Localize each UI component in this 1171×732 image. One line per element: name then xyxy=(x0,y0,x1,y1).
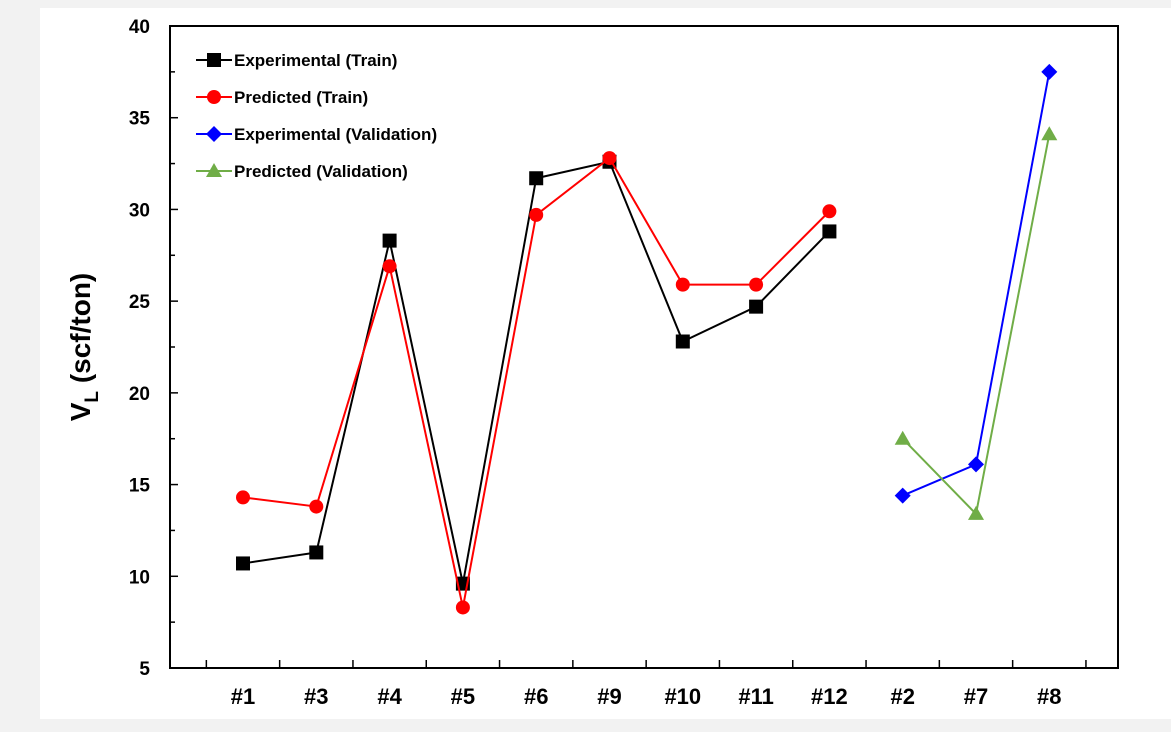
series-experimental-validation xyxy=(894,63,1058,504)
y-axis-title-main: V xyxy=(65,402,96,421)
legend-marker xyxy=(206,163,222,177)
data-point-predicted-train xyxy=(749,277,764,292)
x-axis: #1 #3 #4 #5 #6 #9 #10 #11 #12 #2 #7 #8 xyxy=(205,660,1087,709)
y-tick-label: 35 xyxy=(129,109,151,130)
legend-label: Predicted (Train) xyxy=(234,88,368,107)
y-tick-label: 10 xyxy=(129,567,150,588)
legend-marker xyxy=(207,53,221,67)
y-tick-label: 15 xyxy=(129,476,151,497)
data-point-experimental-train xyxy=(309,545,324,560)
legend-item-experimental-train: Experimental (Train) xyxy=(196,51,397,70)
legend-item-predicted-train: Predicted (Train) xyxy=(196,88,368,107)
y-tick-label: 30 xyxy=(129,200,150,221)
data-point-experimental-train xyxy=(529,171,544,186)
y-axis-title-unit: (scf/ton) xyxy=(65,273,96,391)
data-point-experimental-train xyxy=(749,299,764,314)
data-point-predicted-train xyxy=(529,207,544,222)
x-tick-label: #5 xyxy=(451,684,475,709)
legend-label: Experimental (Train) xyxy=(234,51,397,70)
series-predicted-train xyxy=(236,151,837,615)
data-point-predicted-train xyxy=(455,600,470,615)
legend: Experimental (Train) Predicted (Train) Exp… xyxy=(196,51,437,181)
data-point-experimental-validation xyxy=(1041,63,1058,80)
x-tick-label: #12 xyxy=(811,684,848,709)
data-point-predicted-train xyxy=(602,151,617,166)
data-point-predicted-train xyxy=(309,499,324,514)
y-axis-title-subscript: L xyxy=(82,391,103,403)
legend-marker xyxy=(206,126,222,142)
x-tick-label: #2 xyxy=(890,684,914,709)
series-layer xyxy=(236,63,1058,615)
x-tick-label: #3 xyxy=(304,684,328,709)
data-point-predicted-validation xyxy=(894,430,911,445)
y-axis-title: VL (scf/ton) xyxy=(65,273,103,422)
y-axis: 5 10 15 20 25 30 35 40 xyxy=(129,17,178,680)
y-tick-label: 25 xyxy=(129,292,151,313)
data-point-predicted-train xyxy=(382,259,397,274)
y-tick-label: 20 xyxy=(129,384,150,405)
data-point-experimental-train xyxy=(675,334,690,349)
x-tick-label: #9 xyxy=(597,684,621,709)
data-point-experimental-train xyxy=(822,224,837,239)
x-tick-label: #6 xyxy=(524,684,548,709)
data-point-experimental-train xyxy=(382,233,397,248)
x-tick-label: #4 xyxy=(377,684,402,709)
data-point-predicted-train xyxy=(236,490,250,505)
y-tick-label: 5 xyxy=(139,659,150,680)
data-point-predicted-train xyxy=(822,204,837,219)
legend-item-experimental-validation: Experimental (Validation) xyxy=(196,125,437,144)
x-tick-label: #7 xyxy=(964,684,988,709)
x-tick-label: #10 xyxy=(664,684,701,709)
data-point-experimental-validation xyxy=(968,456,984,473)
x-tick-label: #8 xyxy=(1037,684,1061,709)
series-predicted-validation xyxy=(894,126,1058,520)
data-point-experimental-validation xyxy=(894,487,911,504)
y-tick-label: 40 xyxy=(129,17,150,38)
x-tick-label: #11 xyxy=(738,684,774,709)
legend-marker xyxy=(207,90,221,104)
data-point-predicted-train xyxy=(675,277,690,292)
chart-area xyxy=(40,8,1171,719)
legend-label: Experimental (Validation) xyxy=(234,125,437,144)
data-point-predicted-validation xyxy=(1041,126,1058,141)
x-tick-label: #1 xyxy=(231,684,255,709)
data-point-experimental-train xyxy=(236,556,250,571)
legend-label: Predicted (Validation) xyxy=(234,162,408,181)
data-point-predicted-validation xyxy=(968,505,984,520)
legend-item-predicted-validation: Predicted (Validation) xyxy=(196,162,408,181)
